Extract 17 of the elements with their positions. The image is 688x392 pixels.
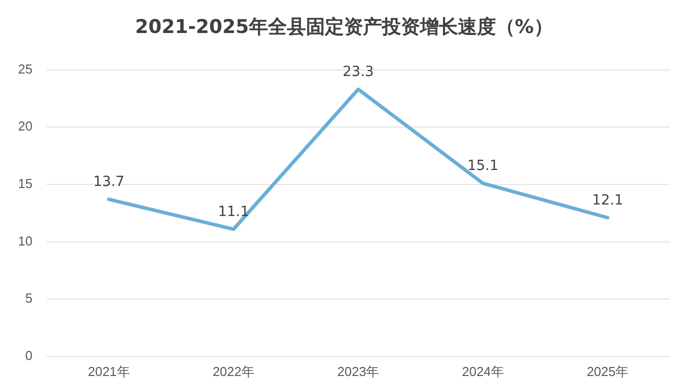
y-tick-label: 20 bbox=[18, 118, 32, 134]
y-tick-label: 10 bbox=[18, 233, 32, 248]
data-label: 11.1 bbox=[218, 204, 250, 220]
x-tick-label: 2024年 bbox=[462, 364, 504, 379]
chart-title: 2021-2025年全县固定资产投资增长速度（%） bbox=[134, 15, 554, 40]
x-tick-label: 2021年 bbox=[88, 364, 130, 379]
x-tick-label: 2025年 bbox=[586, 364, 629, 379]
data-label: 15.1 bbox=[467, 158, 499, 174]
data-label: 23.3 bbox=[342, 64, 374, 80]
data-label: 13.7 bbox=[93, 174, 124, 190]
y-tick-label: 25 bbox=[18, 61, 32, 76]
y-tick-label: 15 bbox=[18, 176, 32, 192]
x-tick-label: 2023年 bbox=[337, 364, 380, 379]
data-label: 12.1 bbox=[592, 192, 624, 208]
y-tick-label: 5 bbox=[25, 290, 32, 306]
x-tick-label: 2022年 bbox=[212, 364, 254, 379]
y-tick-label: 0 bbox=[25, 348, 32, 363]
